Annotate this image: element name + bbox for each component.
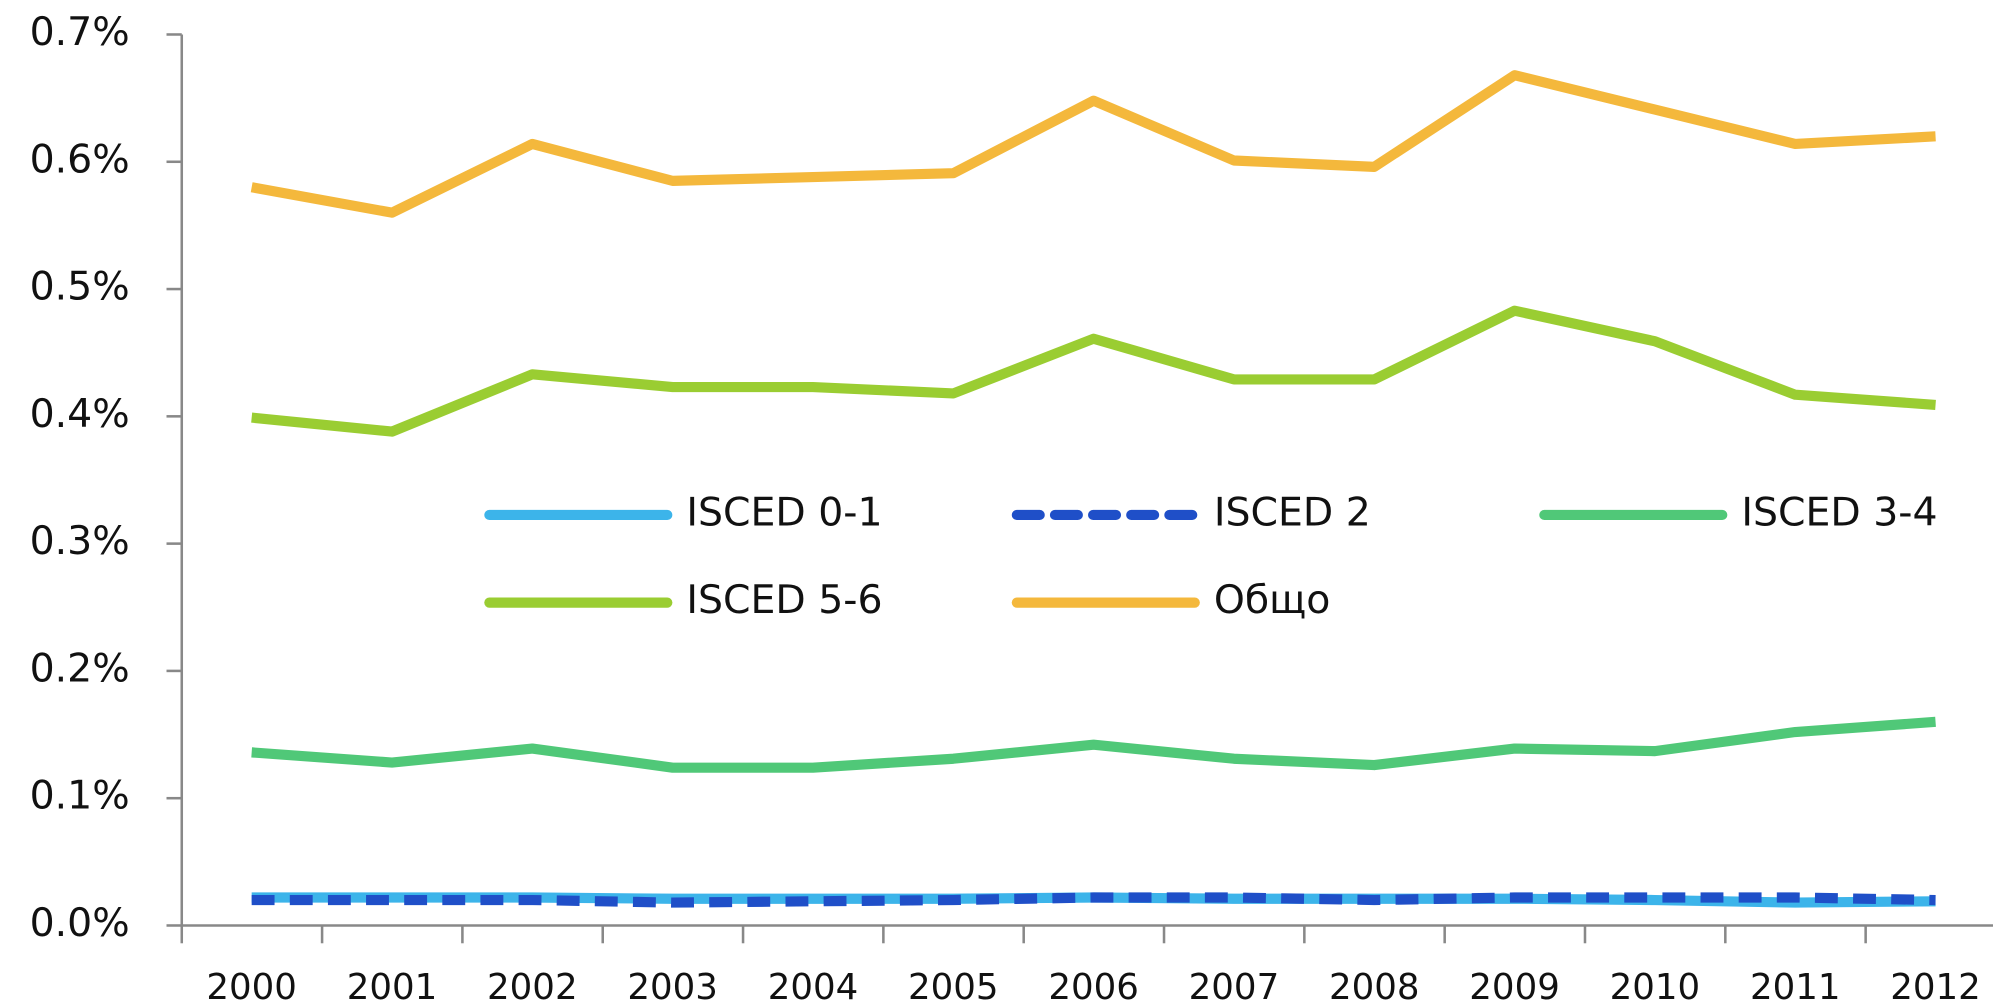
y-tick-label: 0.4% [30, 391, 130, 437]
series-line [251, 892, 1936, 908]
x-tick-label: 2008 [1329, 967, 1420, 1007]
series-line [250, 70, 1936, 218]
x-tick-label: 2009 [1469, 967, 1560, 1007]
legend-label: ISCED 3-4 [1741, 489, 1937, 535]
legend-label: ISCED 0-1 [686, 489, 882, 535]
series-line [251, 716, 1936, 773]
x-tick-label: 2011 [1750, 967, 1841, 1007]
y-tick-label: 0.0% [30, 900, 130, 946]
x-tick-label: 2004 [768, 967, 859, 1007]
legend-label: Общо [1214, 577, 1331, 623]
x-tick-label: 2002 [487, 967, 578, 1007]
y-tick-label: 0.2% [30, 645, 130, 691]
x-tick-label: 2003 [627, 967, 718, 1007]
y-tick-label: 0.6% [30, 136, 130, 182]
x-tick-label: 2001 [347, 967, 438, 1007]
x-tick-label: 2012 [1890, 967, 1981, 1007]
y-tick-label: 0.5% [30, 264, 130, 310]
x-tick-label: 2010 [1610, 967, 1701, 1007]
x-tick-label: 2006 [1048, 967, 1139, 1007]
legend-label: ISCED 5-6 [686, 577, 882, 623]
x-tick-label: 2005 [908, 967, 999, 1007]
series-line [251, 305, 1936, 437]
x-tick-label: 2007 [1189, 967, 1280, 1007]
x-tick-label: 2000 [206, 967, 297, 1007]
y-tick-label: 0.3% [30, 518, 130, 564]
y-tick-label: 0.7% [30, 9, 130, 55]
legend-label: ISCED 2 [1214, 489, 1371, 535]
y-tick-label: 0.1% [30, 773, 130, 819]
